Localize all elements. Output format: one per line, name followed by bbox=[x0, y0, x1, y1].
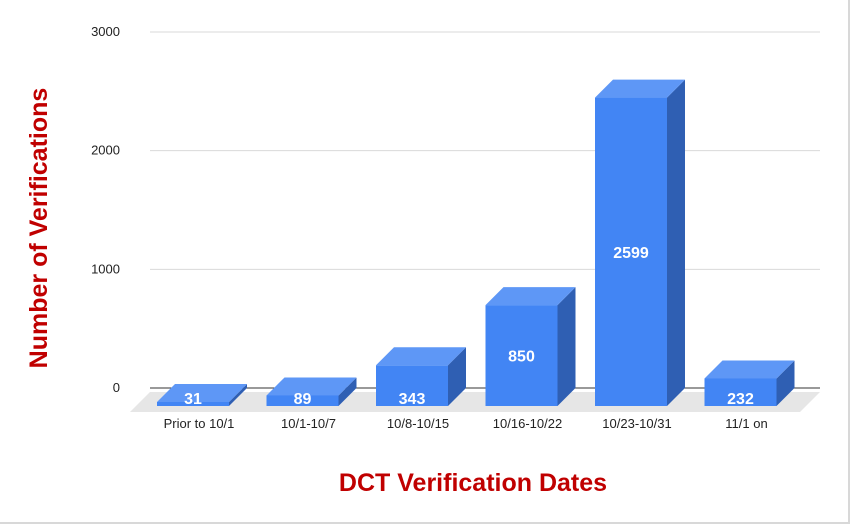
bar-top bbox=[266, 377, 357, 396]
y-tick-label: 1000 bbox=[91, 261, 120, 276]
window-edge-bottom bbox=[0, 522, 850, 524]
bar-front bbox=[704, 378, 777, 406]
y-tick-label: 2000 bbox=[91, 143, 120, 158]
bar bbox=[595, 79, 685, 407]
bar-top bbox=[595, 79, 685, 98]
data-label: 343 bbox=[399, 391, 426, 408]
data-label: 2599 bbox=[613, 245, 649, 262]
bar-top bbox=[376, 347, 466, 366]
bar bbox=[266, 377, 357, 406]
x-tick-label: 10/23-10/31 bbox=[602, 416, 671, 431]
bar-front bbox=[266, 395, 339, 406]
x-tick-label: Prior to 10/1 bbox=[164, 416, 235, 431]
x-axis-title: DCT Verification Dates bbox=[339, 469, 607, 497]
bar-top bbox=[485, 287, 576, 306]
bar-side bbox=[776, 360, 795, 406]
x-tick-label: 10/1-10/7 bbox=[281, 416, 336, 431]
bar-side bbox=[229, 384, 247, 406]
bar-top bbox=[157, 384, 247, 402]
data-label: 31 bbox=[184, 391, 202, 408]
bar bbox=[485, 287, 576, 406]
x-tick-label: 10/16-10/22 bbox=[493, 416, 562, 431]
x-tick-label: 10/8-10/15 bbox=[387, 416, 449, 431]
bar-front bbox=[157, 402, 229, 406]
bar-side bbox=[557, 287, 576, 406]
bar bbox=[157, 384, 247, 406]
data-label: 850 bbox=[508, 349, 535, 366]
bar-front bbox=[376, 365, 448, 406]
data-label: 232 bbox=[727, 391, 754, 408]
bar bbox=[704, 360, 795, 406]
bar-top bbox=[704, 360, 795, 379]
bar-front bbox=[485, 305, 558, 406]
window-edge-right bbox=[848, 0, 850, 524]
bar-side bbox=[667, 79, 685, 407]
bar-side bbox=[448, 347, 466, 406]
y-tick-label: 3000 bbox=[91, 24, 120, 39]
bar-side bbox=[338, 377, 357, 406]
y-tick-label: 0 bbox=[113, 380, 120, 395]
bar bbox=[376, 347, 466, 406]
x-tick-label: 11/1 on bbox=[725, 416, 767, 431]
y-axis-title: Number of Verifications bbox=[25, 88, 53, 369]
bar-front bbox=[595, 97, 667, 407]
data-label: 89 bbox=[294, 391, 312, 408]
